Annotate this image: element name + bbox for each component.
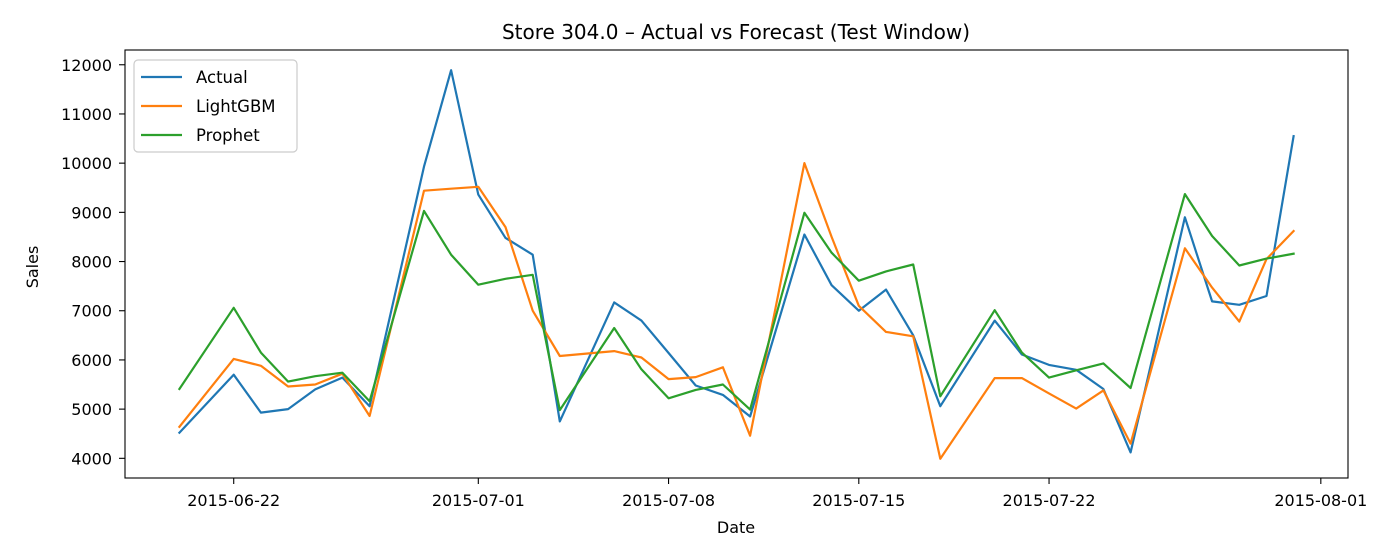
y-tick-label: 6000 (71, 351, 112, 370)
x-tick-label: 2015-07-22 (1003, 491, 1096, 510)
chart-title: Store 304.0 – Actual vs Forecast (Test W… (502, 20, 970, 44)
y-tick-label: 8000 (71, 253, 112, 272)
x-tick-label: 2015-08-01 (1274, 491, 1367, 510)
y-axis-title: Sales (23, 246, 42, 289)
x-tick-label: 2015-07-01 (432, 491, 525, 510)
y-tick-label: 4000 (71, 449, 112, 468)
y-tick-label: 12000 (61, 56, 112, 75)
plot-frame (124, 49, 1349, 479)
series-line-prophet (177, 193, 1295, 412)
legend-box (133, 59, 298, 153)
legend-label-lightgbm: LightGBM (196, 97, 276, 116)
x-tick-label: 2015-07-15 (812, 491, 905, 510)
series-line-lightgbm (177, 162, 1296, 460)
series-line-actual (177, 69, 1295, 454)
legend-label-actual: Actual (196, 68, 248, 87)
series-layer (177, 69, 1296, 460)
y-tick-label: 9000 (71, 203, 112, 222)
x-tick-label: 2015-07-08 (622, 491, 715, 510)
axes-layer: 2015-06-22 2015-07-01 2015-07-08 2015-07-15… (61, 49, 1367, 510)
y-tick-label: 7000 (71, 302, 112, 321)
legend-label-prophet: Prophet (196, 126, 260, 145)
y-tick-label: 10000 (61, 154, 112, 173)
y-tick-label: 11000 (61, 105, 112, 124)
x-axis-title: Date (717, 518, 755, 537)
legend: Actual LightGBM Prophet (133, 59, 298, 153)
y-tick-label: 5000 (71, 400, 112, 419)
x-tick-label: 2015-06-22 (187, 491, 280, 510)
